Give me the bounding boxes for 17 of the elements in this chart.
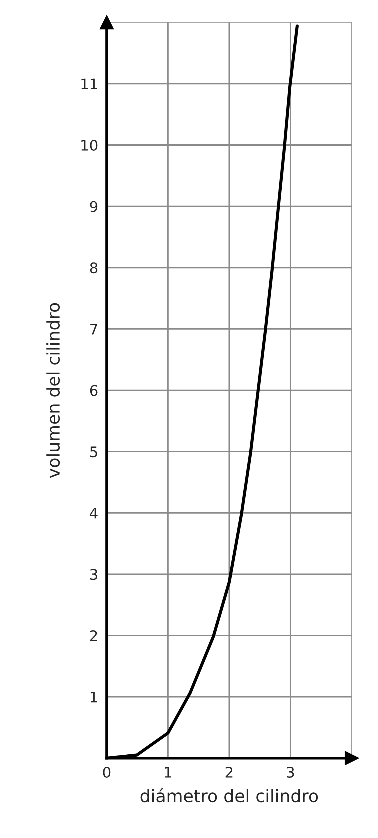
y-tick-label: 11 xyxy=(82,78,98,90)
y-tick-label: 4 xyxy=(90,508,98,519)
y-tick-label: 8 xyxy=(90,262,98,274)
y-tick-label: 5 xyxy=(90,446,98,458)
y-axis-title: volumen del cilindro xyxy=(46,303,60,478)
y-tick-label: 7 xyxy=(90,324,98,335)
y-tick-label: 9 xyxy=(90,201,98,212)
x-tick-label: 0 xyxy=(103,766,111,778)
x-tick-label: 3 xyxy=(287,766,294,778)
y-tick-label: 2 xyxy=(90,630,98,642)
y-tick-label: 6 xyxy=(90,385,98,396)
x-tick-label: 1 xyxy=(165,767,172,778)
x-axis-title: diámetro del cilindro xyxy=(140,788,318,803)
x-tick-label: 2 xyxy=(226,766,233,778)
y-tick-label: 3 xyxy=(90,569,98,580)
y-tick-label: 1 xyxy=(90,692,98,703)
y-tick-label: 10 xyxy=(82,140,98,151)
